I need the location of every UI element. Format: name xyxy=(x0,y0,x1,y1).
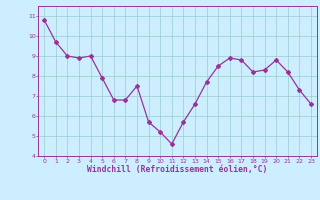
X-axis label: Windchill (Refroidissement éolien,°C): Windchill (Refroidissement éolien,°C) xyxy=(87,165,268,174)
